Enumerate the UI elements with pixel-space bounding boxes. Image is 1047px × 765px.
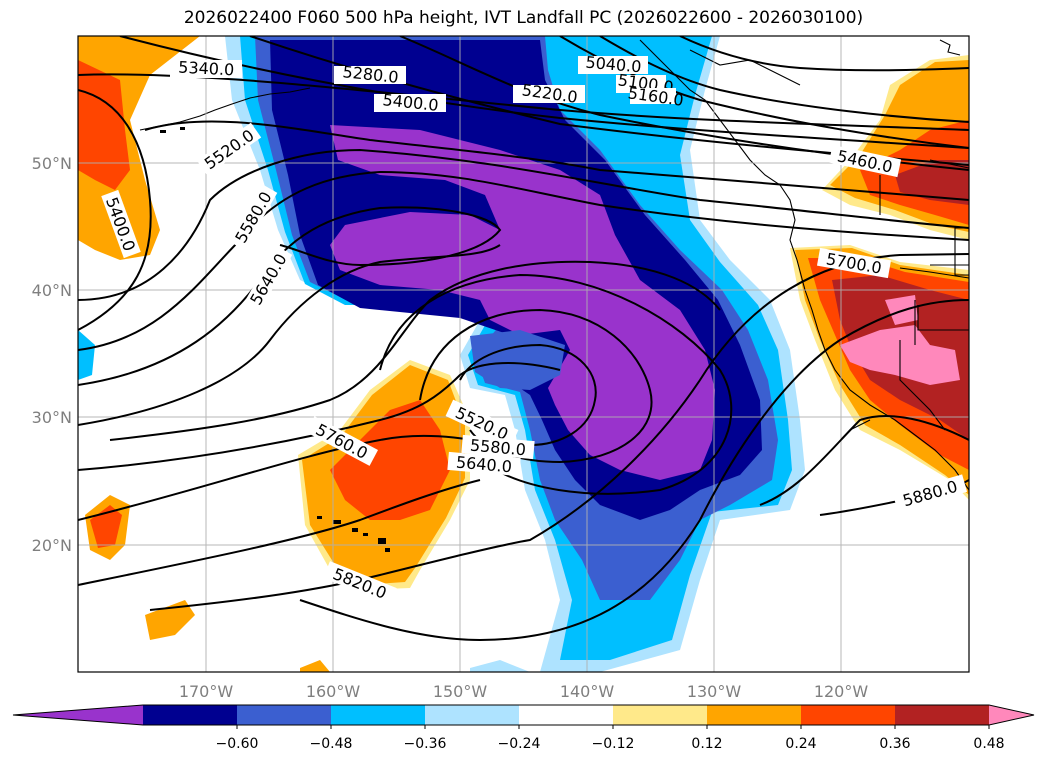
colorbar-segment [613,705,708,725]
colorbar-tick-label: 0.48 [973,736,1004,752]
lon-tick-label: 120°W [814,682,869,701]
map-area: 5340.0 5280.0 5400.0 5220.0 5040.0 5100.… [78,36,969,672]
colorbar-segment [801,705,896,725]
lat-tick-labels: 50°N 40°N 30°N 20°N [32,154,72,555]
map-frame [77,35,970,673]
contour-label: 5040.0 [578,53,648,77]
colorbar-tick-label: −0.12 [592,736,635,752]
colorbar-segment [895,705,990,725]
svg-text:5040.0: 5040.0 [585,53,642,77]
contour-label: 5400.0 [374,90,446,115]
colorbar-segment [331,705,426,725]
lat-tick-label: 50°N [32,154,72,173]
colorbar-tick-label: 0.12 [691,736,722,752]
colorbar-tick-label: −0.36 [404,736,447,752]
hawaiian-islands [160,127,390,552]
colorbar-segment [237,705,332,725]
colorbar-segment [425,705,520,725]
contour-label: 5580.0 [461,434,535,460]
lon-tick-label: 160°W [306,682,361,701]
contour-label: 5640.0 [447,451,521,477]
lon-tick-label: 170°W [179,682,234,701]
colorbar-segment [707,705,802,725]
colorbar-tick-label: −0.60 [216,736,259,752]
colorbar: −0.60 −0.48 −0.36 −0.24 −0.12 0.12 0.24 0.36 0.4… [12,704,1035,752]
lat-tick-label: 30°N [32,408,72,427]
lat-tick-label: 20°N [32,536,72,555]
svg-text:5580.0: 5580.0 [469,436,526,460]
colorbar-tick-label: −0.24 [498,736,541,752]
lon-tick-label: 140°W [560,682,615,701]
lon-tick-labels: 170°W 160°W 150°W 140°W 130°W 120°W [179,682,869,701]
colorbar-tick-label: 0.24 [785,736,816,752]
colorbar-tick-label: −0.48 [310,736,353,752]
lon-tick-label: 150°W [433,682,488,701]
contour-label: 5280.0 [334,62,406,87]
contour-label: 5340.0 [170,58,242,80]
colorbar-outline [12,704,1035,726]
colorbar-extend-low [13,705,143,725]
lon-tick-label: 130°W [687,682,742,701]
lat-tick-label: 40°N [32,281,72,300]
figure-title: 2026022400 F060 500 hPa height, IVT Land… [183,8,864,28]
colorbar-segment [143,705,238,725]
svg-text:5340.0: 5340.0 [178,58,235,80]
colorbar-tick-label: 0.36 [879,736,910,752]
colorbar-extend-high [989,705,1034,725]
colorbar-segment [519,705,614,725]
svg-text:5640.0: 5640.0 [455,453,512,477]
